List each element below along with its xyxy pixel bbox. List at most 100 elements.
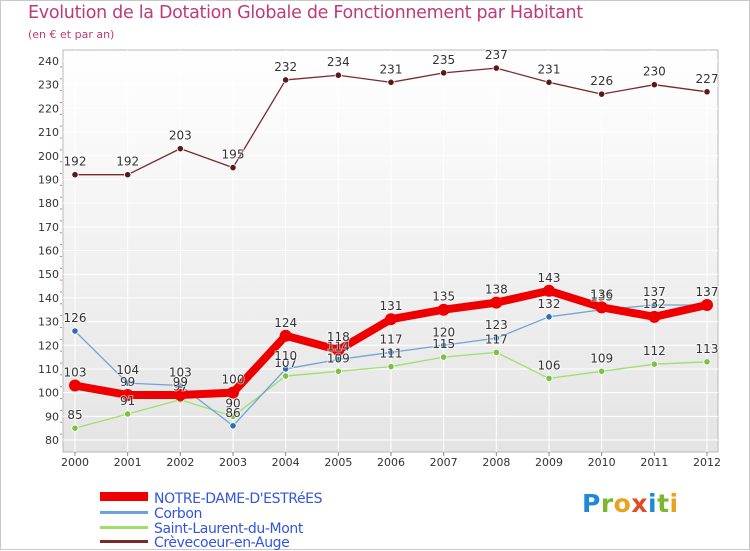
data-label: 234 — [327, 55, 350, 69]
series-point — [492, 348, 500, 356]
legend-swatch — [100, 492, 148, 501]
x-tick-label: 2012 — [693, 456, 721, 469]
series-point — [229, 422, 237, 430]
data-label: 85 — [67, 408, 82, 422]
series-point — [71, 424, 79, 432]
series-point — [650, 360, 658, 368]
y-tick-label: 190 — [38, 173, 59, 186]
series-point — [703, 88, 711, 96]
series-point — [437, 303, 450, 316]
series-point — [124, 171, 132, 179]
legend-swatch — [100, 526, 148, 529]
series-point — [121, 388, 134, 401]
data-label: 192 — [116, 155, 139, 169]
series-point — [440, 341, 448, 349]
series-point — [334, 367, 342, 375]
data-label: 137 — [643, 285, 666, 299]
series-point — [71, 171, 79, 179]
y-tick-label: 110 — [38, 363, 59, 376]
series-point — [227, 386, 239, 399]
y-tick-label: 180 — [38, 197, 59, 210]
x-tick-label: 2007 — [430, 456, 458, 469]
y-tick-label: 90 — [45, 410, 59, 423]
series-point — [334, 71, 342, 79]
data-label: 131 — [380, 299, 403, 313]
data-label: 132 — [643, 297, 666, 311]
legend-swatch — [100, 540, 148, 543]
series-point — [648, 310, 661, 323]
data-label: 124 — [274, 316, 297, 330]
data-label: 99 — [120, 375, 135, 389]
y-tick-label: 150 — [38, 268, 59, 281]
series-point — [387, 78, 395, 86]
series-point — [598, 90, 606, 98]
series-point — [176, 145, 184, 153]
data-label: 235 — [432, 53, 455, 67]
series-point — [440, 69, 448, 77]
data-label: 203 — [169, 129, 192, 143]
data-label: 120 — [432, 325, 455, 339]
x-tick-label: 2003 — [219, 456, 247, 469]
x-tick-label: 2009 — [535, 456, 563, 469]
data-label: 136 — [590, 287, 613, 301]
data-label: 237 — [485, 48, 508, 62]
series-point — [124, 379, 132, 387]
legend-label: Corbon — [154, 506, 203, 522]
data-label: 106 — [538, 358, 561, 372]
data-label: 126 — [64, 311, 87, 325]
data-label: 113 — [696, 342, 719, 356]
y-tick-label: 170 — [38, 221, 59, 234]
data-label: 231 — [538, 62, 561, 76]
chart-title: Evolution de la Dotation Globale de Fonc… — [28, 3, 583, 23]
x-tick-label: 2000 — [61, 456, 89, 469]
data-label: 132 — [538, 297, 561, 311]
data-label: 137 — [696, 285, 719, 299]
y-tick-label: 140 — [38, 292, 59, 305]
data-label: 135 — [590, 290, 613, 304]
series-point — [701, 298, 713, 311]
x-tick-label: 2004 — [272, 456, 300, 469]
series-point — [490, 296, 503, 309]
series-point — [282, 76, 290, 84]
series-point — [176, 381, 184, 390]
legend-label: Crèvecoeur-en-Auge — [154, 535, 290, 551]
data-label: 103 — [64, 366, 87, 380]
x-tick-label: 2001 — [114, 456, 142, 469]
data-label: 107 — [274, 356, 297, 370]
series-point — [650, 81, 658, 89]
legend-label: Saint-Laurent-du-Mont — [154, 521, 303, 537]
series-point — [71, 327, 79, 335]
data-label: 91 — [120, 394, 135, 408]
data-label: 111 — [380, 347, 403, 361]
series-point — [124, 410, 132, 418]
x-tick-label: 2010 — [588, 456, 616, 469]
legend-label: NOTRE-DAME-D'ESTRéES — [154, 491, 323, 507]
data-label: 135 — [432, 290, 455, 304]
series-point — [598, 367, 606, 375]
data-label: 90 — [225, 396, 240, 410]
x-tick-label: 2006 — [377, 456, 405, 469]
data-label: 138 — [485, 283, 508, 297]
data-label: 110 — [274, 349, 297, 363]
legend-swatch — [100, 511, 148, 514]
data-label: 230 — [643, 65, 666, 79]
y-tick-label: 130 — [38, 316, 59, 329]
data-label: 227 — [696, 72, 719, 86]
data-label: 117 — [485, 332, 508, 346]
series-point — [279, 329, 292, 342]
series-point — [387, 348, 395, 356]
series-point — [385, 313, 397, 326]
data-label: 99 — [173, 375, 188, 389]
series-point — [440, 353, 448, 361]
data-label: 109 — [590, 351, 613, 365]
y-tick-label: 160 — [38, 245, 59, 258]
x-tick-label: 2011 — [640, 456, 668, 469]
chart-subtitle: (en € et par an) — [28, 28, 115, 41]
y-tick-label: 100 — [38, 387, 59, 400]
data-label: 104 — [116, 363, 139, 377]
data-label: 123 — [485, 318, 508, 332]
series-point — [332, 343, 345, 356]
y-tick-label: 230 — [38, 79, 59, 92]
data-label: 195 — [222, 148, 245, 162]
